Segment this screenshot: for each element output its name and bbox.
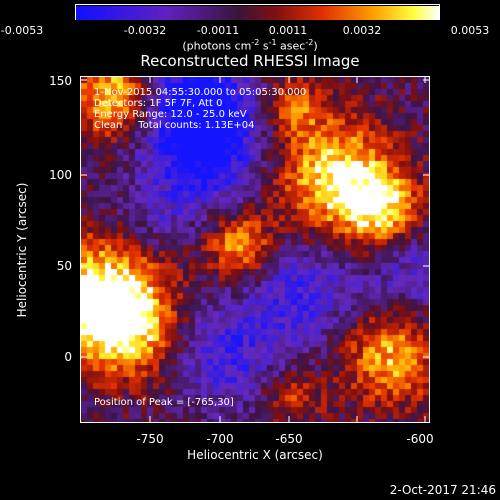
colorbar: [75, 4, 440, 20]
colorbar-tick: 0.0011: [268, 24, 308, 37]
y-tick-label: 50: [56, 259, 72, 273]
y-tick-label: 0: [64, 350, 72, 364]
y-axis-label: Heliocentric Y (arcsec): [15, 182, 29, 318]
x-axis-label: Heliocentric X (arcsec): [187, 448, 323, 462]
rhessi-image: [80, 76, 430, 423]
info-clean-counts: Clean Total counts: 1.13E+04: [94, 120, 255, 131]
x-tick-label: -700: [206, 432, 234, 446]
colorbar-gradient: [76, 6, 439, 20]
colorbar-tick: 0.0032: [342, 24, 382, 37]
colorbar-unit: (photons cm-2 s-1 asec-2): [182, 38, 318, 53]
colorbar-tick: -0.0032: [123, 24, 167, 37]
info-energy-range: Energy Range: 12.0 - 25.0 keV: [94, 109, 247, 120]
x-tick-label: -600: [406, 432, 434, 446]
info-detectors: Detectors: 1F 5F 7F, Att 0: [94, 98, 223, 109]
timestamp: 2-Oct-2017 21:46: [389, 483, 496, 497]
info-peak-position: Position of Peak = [-765,30]: [94, 397, 234, 408]
colorbar-tick: -0.0011: [196, 24, 240, 37]
info-time-range: 1-Nov-2015 04:55:30.000 to 05:05:30.000: [94, 87, 307, 98]
colorbar-tick: 0.0053: [450, 24, 490, 37]
axis-ticks: [80, 76, 430, 423]
image-title: Reconstructed RHESSI Image: [140, 52, 360, 70]
x-tick-label: -650: [275, 432, 303, 446]
x-tick-label: -750: [136, 432, 164, 446]
colorbar-tick: -0.0053: [0, 24, 44, 37]
y-tick-label: 100: [49, 168, 72, 182]
heatmap-canvas: [81, 77, 429, 422]
y-tick-label: 150: [49, 74, 72, 88]
